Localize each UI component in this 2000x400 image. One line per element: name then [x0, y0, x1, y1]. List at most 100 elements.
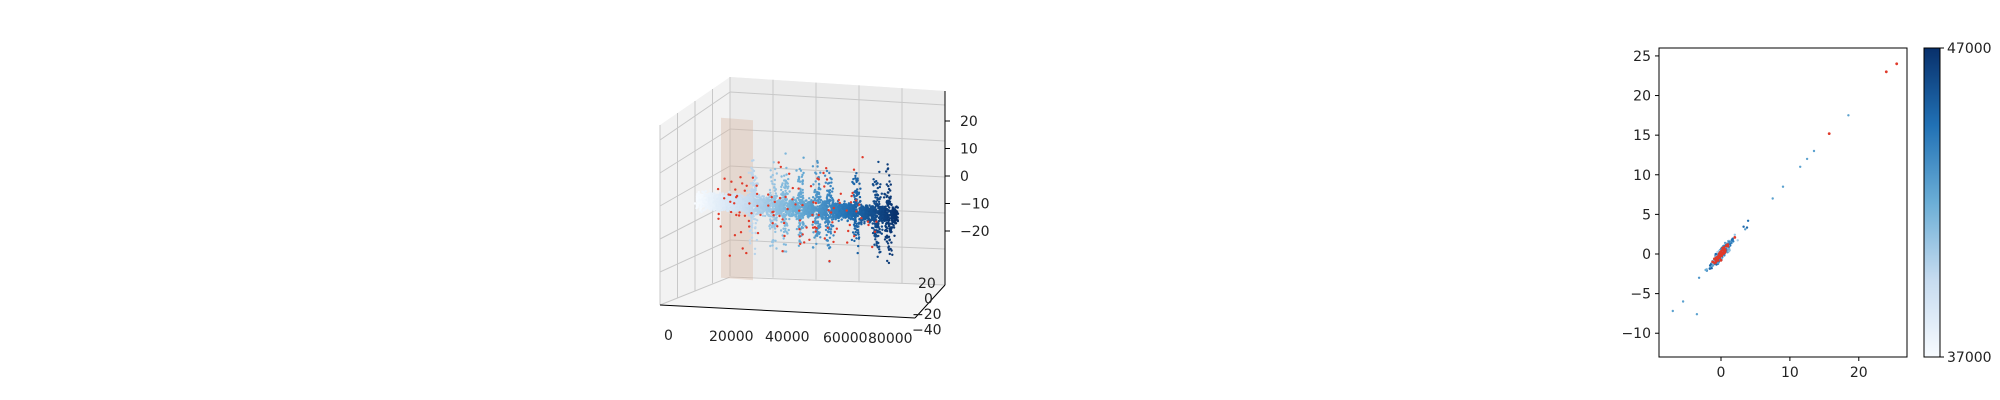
scatter-3d-point [858, 182, 861, 185]
scatter-3d-point [696, 204, 699, 207]
highlight-3d-point [833, 230, 836, 234]
scatter-3d-point [880, 207, 884, 211]
scatter-2d-point [1729, 240, 1732, 244]
scatter-3d-point [775, 195, 779, 198]
x-tick-label: 0 [664, 328, 673, 344]
scatter-3d-point [787, 185, 790, 188]
scatter-3d-point [769, 218, 772, 221]
scatter-3d-point [784, 223, 787, 227]
scatter-3d-point [797, 214, 800, 218]
scatter-3d-point [774, 192, 777, 195]
highlight-3d-point [771, 222, 774, 225]
highlight-3d-point [871, 245, 874, 249]
scatter-3d-point [773, 167, 777, 171]
scatter-3d-point [750, 218, 753, 221]
z-tick-label: −10 [960, 197, 990, 213]
highlight-3d-point [739, 231, 743, 234]
scatter-3d-point [790, 207, 793, 211]
scatter-3d-point [801, 196, 804, 199]
scatter-3d-point [695, 206, 698, 210]
scatter-3d-point [750, 216, 753, 219]
scatter-3d-point [855, 190, 858, 193]
scatter-3d-point [713, 202, 716, 205]
highlight-3d-point [719, 225, 722, 228]
scatter-3d-point [765, 211, 768, 215]
highlight-3d-point [813, 226, 817, 229]
scatter-3d-point [798, 221, 801, 225]
scatter-3d-point [761, 204, 764, 207]
scatter-3d-point [821, 200, 825, 203]
scatter-3d-point [749, 242, 752, 245]
y-tick-label: 10 [1633, 168, 1651, 184]
scatter-3d-point [701, 190, 704, 193]
scatter-3d-point [788, 201, 792, 205]
scatter-3d-point [878, 251, 881, 254]
highlight-3d-point [778, 214, 781, 218]
scatter-3d-point [751, 214, 754, 218]
highlight-3d-point [747, 219, 751, 223]
scatter-3d-point [702, 209, 705, 212]
scatter-3d-point [785, 173, 788, 176]
scatter-3d-point [764, 201, 767, 205]
highlight-2d-point [1733, 236, 1737, 239]
scatter-3d-point [854, 230, 857, 234]
scatter-3d-point [709, 188, 712, 191]
scatter-3d-point [779, 229, 783, 232]
scatter-3d-point [884, 225, 888, 229]
scatter-3d-point [784, 183, 787, 187]
scatter-3d-point [749, 213, 752, 217]
scatter-3d-point [712, 208, 715, 212]
scatter-3d-point [876, 255, 879, 258]
scatter-3d-point [785, 198, 788, 201]
highlight-3d-point [745, 184, 748, 187]
scatter-3d-point [757, 193, 761, 197]
scatter-3d-point [888, 217, 891, 220]
scatter-3d-point [751, 173, 754, 176]
scatter-3d-point [874, 216, 877, 219]
highlight-3d-point [832, 240, 835, 244]
scatter-3d-point [851, 204, 855, 207]
highlight-3d-point [717, 212, 720, 216]
scatter-3d-point [756, 196, 760, 199]
scatter-3d-point [729, 196, 732, 199]
scatter-3d-point [807, 211, 811, 214]
scatter-3d-point [763, 214, 767, 218]
highlight-3d-point [776, 225, 779, 228]
scatter-3d-point [825, 200, 829, 203]
scatter-3d-point [799, 180, 802, 183]
scatter-3d-point [822, 210, 825, 213]
highlight-2d-point [1884, 70, 1888, 74]
scatter-3d-point [825, 169, 829, 173]
scatter-3d-point [860, 223, 863, 226]
scatter-3d-point [707, 207, 711, 210]
scatter-2d-point [1716, 251, 1719, 254]
highlight-3d-point [759, 213, 762, 217]
scatter-3d-point [714, 194, 717, 197]
scatter-3d-point [823, 174, 827, 177]
x-tick-label: 10 [1781, 365, 1799, 381]
scatter-3d-point [797, 177, 801, 181]
scatter-3d-point [889, 183, 892, 186]
scatter-3d-point [804, 211, 807, 214]
highlight-3d-point [799, 242, 802, 246]
scatter-3d-point [816, 192, 819, 196]
scatter-3d-point [879, 196, 882, 199]
scatter-3d-point [854, 177, 857, 180]
scatter-3d-point [827, 243, 830, 247]
scatter-3d-point [816, 165, 819, 168]
scatter-3d-point [812, 208, 816, 211]
scatter-3d-point [801, 179, 805, 182]
scatter-3d-point [886, 204, 890, 207]
scatter-3d-point [801, 209, 805, 212]
scatter-3d-point [789, 205, 792, 208]
z-tick-label: 20 [960, 114, 978, 130]
scatter-3d-point [708, 196, 711, 200]
scatter-3d-point [749, 171, 753, 174]
scatter-3d-point [877, 160, 880, 164]
scatter-3d-point [857, 233, 860, 236]
scatter-3d-point [698, 192, 701, 196]
scatter-3d-point [753, 178, 757, 181]
scatter-3d-point [856, 177, 859, 180]
highlight-3d-point [798, 219, 802, 222]
scatter-3d-point [855, 228, 858, 232]
